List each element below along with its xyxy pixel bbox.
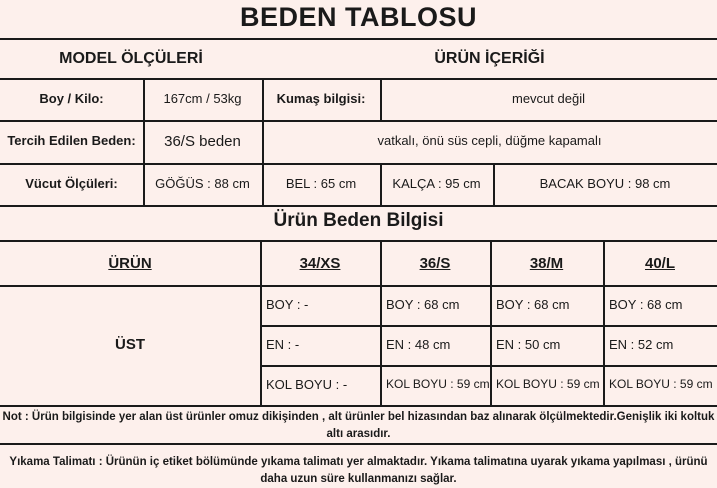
vline-size-col-1	[380, 240, 382, 405]
value-boy-kilo: 167cm / 53kg	[163, 90, 242, 106]
cell-boy-36s: BOY : 68 cm	[386, 296, 460, 312]
value-kumas-bilgisi: mevcut değil	[512, 90, 585, 106]
cell-kolboyu-34xs: KOL BOYU : -	[266, 376, 348, 392]
label-tercih-edilen-beden: Tercih Edilen Beden:	[7, 133, 136, 149]
vline-size-col-0	[260, 240, 262, 405]
vline-size-col-3	[603, 240, 605, 405]
section-title-urun-beden-bilgisi: Ürün Beden Bilgisi	[273, 210, 444, 231]
cell-kolboyu-36s: KOL BOYU : 59 cm	[386, 377, 490, 392]
vline-size-col-2	[490, 240, 492, 405]
value-bel: BEL : 65 cm	[285, 175, 357, 191]
cell-boy-38m: BOY : 68 cm	[496, 296, 570, 312]
rule-under-section-headers	[0, 78, 717, 80]
footer-note-washing: Yıkama Talimatı : Ürünün iç etiket bölüm…	[9, 456, 708, 485]
vline-fabric-label	[380, 78, 382, 120]
rule-under-title	[0, 38, 717, 40]
rule-under-preferred-size	[0, 163, 717, 165]
cell-en-38m: EN : 50 cm	[496, 336, 561, 352]
cell-en-40l: EN : 52 cm	[609, 336, 674, 352]
value-urun-detay: vatkalı, önü süs cepli, düğme kapamalı	[377, 133, 602, 149]
size-col-header-34xs: 34/XS	[299, 255, 341, 273]
rule-between-en-kolboyu	[260, 365, 717, 367]
rule-under-size-rows	[0, 405, 717, 407]
vline-body-kalca	[493, 163, 495, 205]
cell-boy-34xs: BOY : -	[266, 296, 309, 312]
cell-en-34xs: EN : -	[266, 336, 300, 352]
vline-model-label-col	[143, 78, 145, 205]
label-vucut-olculeri: Vücut Ölçüleri:	[25, 175, 118, 191]
footer-note-measurement: Not : Ürün bilgisinde yer alan üst ürünl…	[2, 411, 715, 440]
value-tercih-edilen-beden: 36/S beden	[164, 132, 241, 150]
size-row-label-ust: ÜST	[115, 336, 145, 354]
rule-between-boy-en	[260, 325, 717, 327]
vline-model-value-col	[262, 78, 264, 205]
header-urun-icerigi: ÜRÜN İÇERİĞİ	[434, 49, 545, 67]
rule-under-height-weight	[0, 120, 717, 122]
value-gogus: GÖĞÜS : 88 cm	[155, 175, 250, 191]
size-col-header-38m: 38/M	[529, 255, 564, 273]
size-col-header-40l: 40/L	[644, 255, 675, 273]
rule-under-body-measurements	[0, 205, 717, 207]
size-col-header-urun: ÜRÜN	[108, 255, 152, 273]
cell-boy-40l: BOY : 68 cm	[609, 296, 683, 312]
label-kumas-bilgisi: Kumaş bilgisi:	[276, 90, 366, 106]
cell-en-36s: EN : 48 cm	[386, 336, 451, 352]
rule-under-note	[0, 443, 717, 445]
rule-under-size-columns	[0, 285, 717, 287]
value-bacak-boyu: BACAK BOYU : 98 cm	[539, 175, 671, 191]
cell-kolboyu-38m: KOL BOYU : 59 cm	[496, 377, 600, 392]
page-title: BEDEN TABLOSU	[239, 2, 477, 32]
value-kalca: KALÇA : 95 cm	[392, 175, 481, 191]
label-boy-kilo: Boy / Kilo:	[39, 90, 104, 106]
rule-under-product-size-title	[0, 240, 717, 242]
size-col-header-36s: 36/S	[419, 255, 451, 273]
cell-kolboyu-40l: KOL BOYU : 59 cm	[609, 377, 713, 392]
header-model-olculeri: MODEL ÖLÇÜLERİ	[59, 49, 203, 67]
vline-body-bel	[380, 163, 382, 205]
